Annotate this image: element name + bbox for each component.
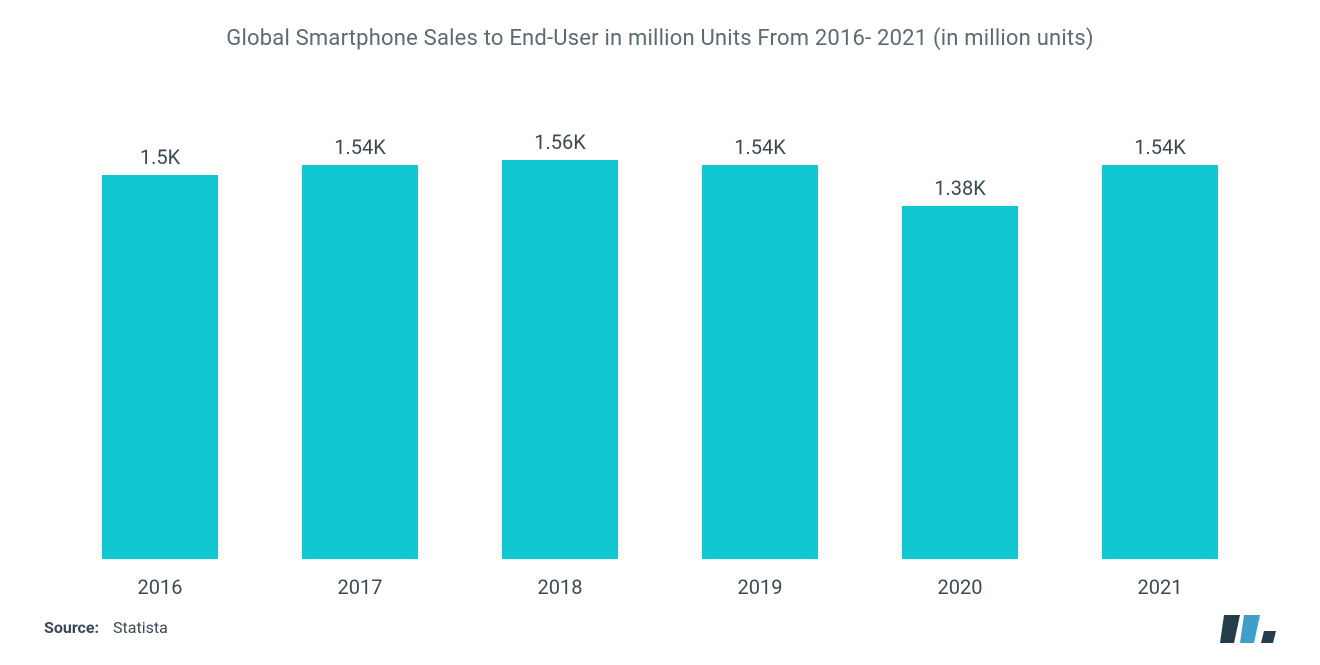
chart-container: Global Smartphone Sales to End-User in m… <box>0 0 1320 665</box>
x-axis-label: 2021 <box>1060 565 1260 599</box>
x-axis-label: 2016 <box>60 565 260 599</box>
bar-slot: 1.54K <box>1060 111 1260 559</box>
bar-value-label: 1.54K <box>734 135 786 159</box>
bar-slot: 1.54K <box>660 111 860 559</box>
bar <box>102 175 218 559</box>
x-axis-label: 2017 <box>260 565 460 599</box>
bar-slot: 1.54K <box>260 111 460 559</box>
bar <box>1102 165 1218 559</box>
bar-value-label: 1.56K <box>534 130 586 154</box>
bar <box>702 165 818 559</box>
bar <box>302 165 418 559</box>
logo-bar-left <box>1220 615 1240 643</box>
source-name: Statista <box>113 618 168 637</box>
chart-title: Global Smartphone Sales to End-User in m… <box>40 20 1280 61</box>
source-attribution: Source: Statista <box>44 618 168 637</box>
bar-slot: 1.56K <box>460 111 660 559</box>
plot-area: 1.5K 1.54K 1.56K 1.54K 1.38K 1.54K <box>60 111 1260 599</box>
x-axis-label: 2020 <box>860 565 1060 599</box>
chart-footer: Source: Statista <box>40 599 1280 645</box>
bar-value-label: 1.5K <box>140 145 180 169</box>
bar <box>502 160 618 559</box>
x-axis-labels: 2016 2017 2018 2019 2020 2021 <box>60 565 1260 599</box>
bar-value-label: 1.54K <box>1134 135 1186 159</box>
logo-bar-right <box>1240 615 1260 643</box>
x-axis-label: 2019 <box>660 565 860 599</box>
brand-logo-icon <box>1220 609 1276 645</box>
x-axis-label: 2018 <box>460 565 660 599</box>
bar-slot: 1.38K <box>860 111 1060 559</box>
bar-value-label: 1.54K <box>334 135 386 159</box>
bar <box>902 206 1018 559</box>
bars-row: 1.5K 1.54K 1.56K 1.54K 1.38K 1.54K <box>60 111 1260 559</box>
bar-value-label: 1.38K <box>934 176 986 200</box>
source-label: Source: <box>44 618 99 637</box>
logo-accent <box>1261 631 1276 643</box>
bar-slot: 1.5K <box>60 111 260 559</box>
